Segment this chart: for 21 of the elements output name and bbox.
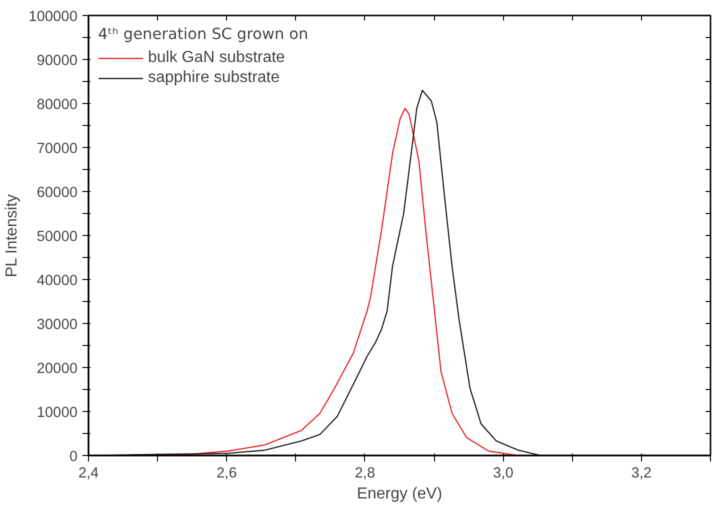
y-tick-label: 70000 (36, 141, 78, 157)
y-tick-label: 0 (69, 449, 78, 465)
y-tick-label: 100000 (28, 9, 78, 25)
x-axis-title: Energy (eV) (356, 486, 442, 502)
y-tick-label: 10000 (36, 405, 78, 421)
y-tick-label: 90000 (36, 53, 78, 69)
legend-title: 4ᵗʰ generation SC grown on (98, 25, 308, 43)
x-tick-label: 3,2 (631, 466, 652, 482)
legend-label: bulk GaN substrate (148, 49, 285, 67)
x-tick-label: 3,0 (492, 466, 514, 482)
y-tick-label: 40000 (36, 273, 78, 289)
y-tick-label: 50000 (36, 229, 78, 245)
x-tick-label: 2,4 (78, 466, 99, 482)
y-tick-label: 60000 (36, 185, 78, 201)
y-axis-title: PL Intensity (4, 194, 21, 278)
x-tick-label: 2,6 (216, 466, 237, 482)
legend-label: sapphire substrate (148, 69, 280, 87)
x-tick-label: 2,8 (354, 466, 376, 482)
y-tick-label: 80000 (36, 97, 78, 113)
y-tick-label: 30000 (36, 317, 78, 333)
y-tick-label: 20000 (36, 361, 78, 377)
